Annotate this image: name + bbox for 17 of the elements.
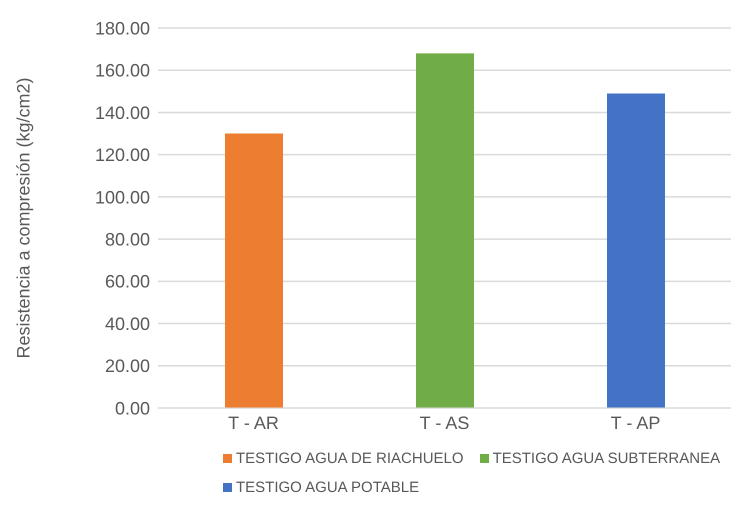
y-tick-label: 20.00: [104, 356, 150, 376]
legend-label: TESTIGO AGUA POTABLE: [236, 479, 420, 496]
y-tick-label: 0.00: [114, 398, 150, 418]
legend-label: TESTIGO AGUA DE RIACHUELO: [236, 450, 464, 467]
legend-label: TESTIGO AGUA SUBTERRANEA: [492, 450, 720, 467]
y-tick-label: 160.00: [94, 60, 150, 81]
y-tick-label: 180.00: [94, 18, 150, 38]
y-tick-label: 60.00: [104, 272, 150, 292]
y-tick-label: 100.00: [94, 187, 150, 208]
x-tick-label: T - AS: [420, 412, 470, 433]
x-tick-label: T - AR: [228, 412, 279, 433]
y-tick-label: 120.00: [94, 145, 150, 166]
y-axis-title: Resistencia a compresión (kg/cm2): [13, 77, 34, 359]
x-tick-label: T - AP: [610, 412, 660, 433]
y-tick-label: 80.00: [104, 230, 150, 250]
y-tick-label: 140.00: [94, 102, 150, 123]
y-tick-label: 40.00: [104, 314, 150, 334]
